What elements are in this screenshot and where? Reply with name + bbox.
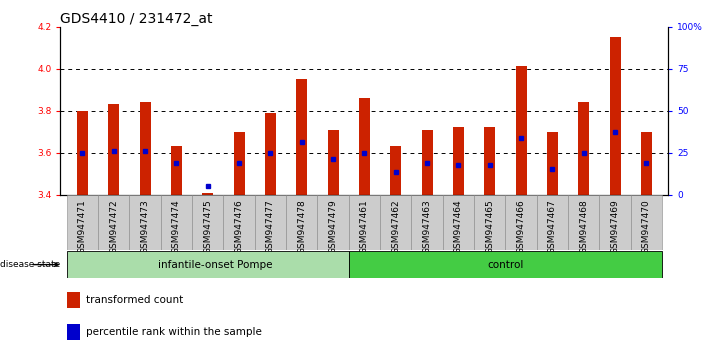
Bar [233, 132, 245, 195]
Text: control: control [487, 259, 523, 270]
Text: GSM947470: GSM947470 [642, 199, 651, 254]
Text: GSM947461: GSM947461 [360, 199, 369, 254]
Text: GSM947466: GSM947466 [517, 199, 525, 254]
Bar [578, 102, 589, 195]
Text: GSM947467: GSM947467 [548, 199, 557, 254]
Text: transformed count: transformed count [86, 295, 183, 305]
Bar [443, 195, 474, 250]
Bar [67, 292, 80, 308]
Bar [129, 195, 161, 250]
Text: GSM947465: GSM947465 [485, 199, 494, 254]
Bar [67, 195, 98, 250]
Text: disease state: disease state [0, 260, 60, 269]
Bar [631, 195, 662, 250]
Bar [348, 195, 380, 250]
Bar [506, 195, 537, 250]
Bar [484, 127, 496, 195]
Bar [286, 195, 317, 250]
Bar [641, 132, 652, 195]
Text: GSM947464: GSM947464 [454, 199, 463, 254]
Bar [171, 146, 182, 195]
Bar [67, 251, 348, 278]
Text: GSM947462: GSM947462 [391, 199, 400, 254]
Bar [139, 102, 151, 195]
Bar [161, 195, 192, 250]
Text: GSM947478: GSM947478 [297, 199, 306, 254]
Text: GDS4410 / 231472_at: GDS4410 / 231472_at [60, 12, 213, 25]
Bar [192, 195, 223, 250]
Bar [98, 195, 129, 250]
Text: GSM947469: GSM947469 [611, 199, 619, 254]
Bar [359, 98, 370, 195]
Bar [474, 195, 506, 250]
Bar [328, 130, 338, 195]
Bar [568, 195, 599, 250]
Bar [317, 195, 348, 250]
Bar [422, 130, 432, 195]
Bar [547, 132, 558, 195]
Text: infantile-onset Pompe: infantile-onset Pompe [159, 259, 273, 270]
Bar [453, 127, 464, 195]
Bar [537, 195, 568, 250]
Text: GSM947473: GSM947473 [141, 199, 149, 254]
Bar [202, 193, 213, 195]
Bar [77, 111, 88, 195]
Text: GSM947472: GSM947472 [109, 199, 118, 254]
Text: GSM947474: GSM947474 [172, 199, 181, 254]
Bar [599, 195, 631, 250]
Text: percentile rank within the sample: percentile rank within the sample [86, 327, 262, 337]
Bar [265, 113, 276, 195]
Bar [255, 195, 286, 250]
Bar [412, 195, 443, 250]
Bar [380, 195, 412, 250]
Text: GSM947479: GSM947479 [328, 199, 338, 254]
Bar [609, 37, 621, 195]
Text: GSM947476: GSM947476 [235, 199, 244, 254]
Text: GSM947463: GSM947463 [422, 199, 432, 254]
Bar [515, 67, 527, 195]
Bar [223, 195, 255, 250]
Bar [390, 146, 401, 195]
Text: GSM947475: GSM947475 [203, 199, 212, 254]
Text: GSM947471: GSM947471 [78, 199, 87, 254]
Bar [108, 104, 119, 195]
Bar [348, 251, 662, 278]
Bar [296, 79, 307, 195]
Text: GSM947468: GSM947468 [579, 199, 588, 254]
Bar [67, 324, 80, 340]
Text: GSM947477: GSM947477 [266, 199, 275, 254]
